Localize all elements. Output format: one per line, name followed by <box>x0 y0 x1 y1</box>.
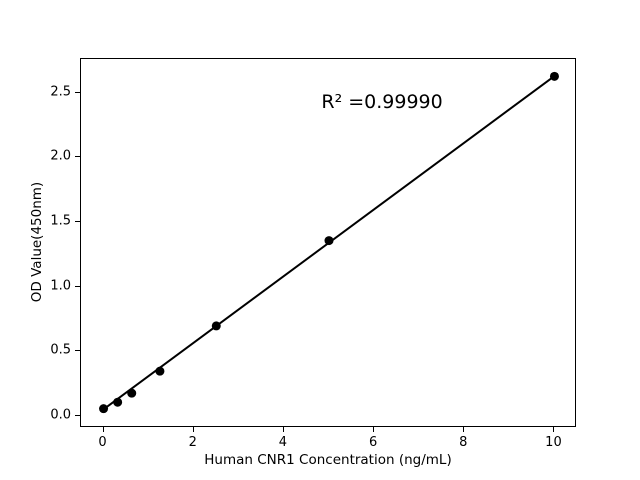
data-point <box>127 388 137 398</box>
x-tick-label: 8 <box>459 435 468 451</box>
y-tick-mark <box>75 221 80 223</box>
r-squared-annotation: R² =0.99990 <box>321 91 443 114</box>
x-tick-mark <box>463 427 465 433</box>
y-tick-label: 2.0 <box>50 148 71 164</box>
x-axis-label: Human CNR1 Concentration (ng/mL) <box>204 452 452 469</box>
y-tick-label: 1.5 <box>50 213 71 229</box>
y-tick-mark <box>75 285 80 287</box>
x-tick-mark <box>102 427 104 433</box>
y-tick-mark <box>75 156 80 158</box>
y-tick-mark <box>75 91 80 93</box>
x-tick-mark <box>192 427 194 433</box>
x-tick-label: 6 <box>368 435 378 451</box>
x-tick-mark <box>373 427 375 433</box>
y-tick-label: 0.0 <box>50 407 71 423</box>
data-point <box>99 404 109 414</box>
y-tick-label: 1.0 <box>50 278 71 294</box>
x-tick-mark <box>553 427 555 433</box>
x-tick-label: 10 <box>545 435 562 451</box>
standard-curve-plot <box>99 71 559 414</box>
data-point <box>211 321 221 331</box>
data-point <box>113 397 123 407</box>
data-point <box>155 366 165 376</box>
y-axis-label: OD Value(450nm) <box>29 182 45 303</box>
y-tick-label: 0.5 <box>50 342 71 358</box>
y-tick-mark <box>75 415 80 417</box>
x-tick-mark <box>282 427 284 433</box>
x-tick-label: 2 <box>188 435 197 451</box>
x-tick-label: 0 <box>98 435 107 451</box>
x-tick-label: 4 <box>278 435 288 451</box>
data-point <box>324 236 334 246</box>
plot-area: R² =0.99990 <box>80 58 576 427</box>
y-tick-label: 2.5 <box>50 84 71 100</box>
y-tick-mark <box>75 350 80 352</box>
data-point <box>549 71 559 81</box>
